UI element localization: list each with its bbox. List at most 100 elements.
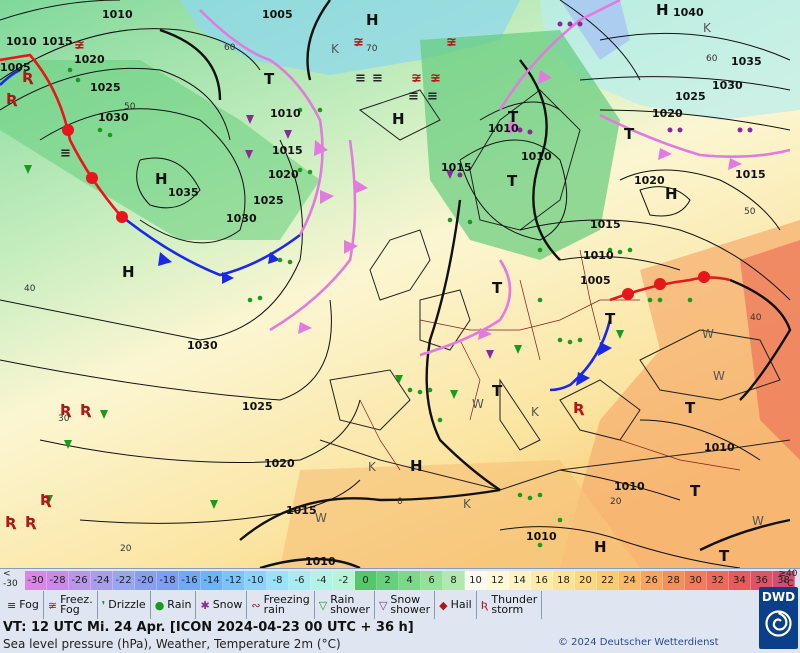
- isobars: [0, 0, 791, 568]
- legend-item-label-line: Fog: [60, 603, 80, 616]
- rain-icon: ●: [154, 598, 165, 612]
- pressure-center-label: H: [410, 457, 423, 475]
- pink-region-northeast: [560, 0, 630, 60]
- isobar-label: 1005: [0, 61, 31, 74]
- temperature-color-scale: -30 -28 -26 -24 -22 -20 -18 -16 -14 -12 -10 -8 -6 -4-…: [3, 571, 795, 590]
- temperature-swatch: 30: [685, 571, 707, 590]
- snow-symbols: [457, 21, 753, 178]
- warm-region-africa: [280, 460, 640, 568]
- svg-text:≡: ≡: [60, 146, 71, 161]
- legend-item-label: Freezing rain: [263, 594, 310, 616]
- temperature-swatch: -2: [333, 571, 355, 590]
- legend-panel: -30 -28 -26 -24 -22 -20 -18 -16 -14 -12 -10 -8 -6 -4-…: [0, 568, 800, 653]
- coastlines: [319, 89, 791, 491]
- legend-item-label-line: rain: [263, 603, 285, 616]
- svg-text:Ʀ: Ʀ: [80, 401, 92, 419]
- temperature-swatch: 26: [641, 571, 663, 590]
- temperature-swatch: 16: [531, 571, 553, 590]
- fog-symbols: ≡ ≡ ≡ ≡ ≡: [60, 71, 438, 161]
- legend-item-drizzle: ❜ Drizzle: [98, 591, 151, 619]
- pressure-center-label: T: [690, 482, 701, 500]
- air-mass-label: K: [531, 405, 539, 419]
- dwd-logo[interactable]: DWD: [759, 587, 798, 649]
- map-description: Sea level pressure (hPa), Weather, Tempe…: [3, 637, 341, 651]
- isobar-label: 1005: [262, 8, 293, 21]
- svg-text:≆: ≆: [446, 35, 457, 50]
- legend-item-label: Freez. Fog: [60, 594, 93, 616]
- temperature-swatch: -26: [69, 571, 91, 590]
- isobar-label: 1020: [264, 457, 295, 470]
- weather-symbol-legend: ≡ Fog ≆ Freez. Fog ❜ Drizzle ● Rain ✱ Snow ∾ Freezin…: [3, 591, 543, 619]
- legend-item-label: Snow shower: [390, 594, 430, 615]
- occlusion-baltic: [498, 0, 621, 111]
- svg-text:Ʀ: Ʀ: [60, 401, 72, 419]
- air-mass-label: W: [702, 327, 714, 341]
- legend-item-label-line: Fog: [19, 598, 39, 611]
- legend-item-rain: ● Rain: [151, 591, 197, 619]
- legend-item-label: Snow: [212, 598, 243, 611]
- thunderstorm-symbols: ƦƦƦ Ʀ Ʀ ƦƦƦ: [5, 68, 585, 531]
- legend-item-freezing-rain: ∾ Freezing rain: [247, 591, 315, 619]
- svg-text:Ʀ: Ʀ: [25, 513, 37, 531]
- svg-text:Ʀ: Ʀ: [5, 513, 17, 531]
- latitude-label: 20: [610, 497, 622, 507]
- svg-text:≡: ≡: [408, 89, 419, 104]
- shower-symbols: [24, 165, 624, 509]
- hail-icon: ◆: [439, 598, 448, 612]
- snow-icon: ✱: [200, 598, 210, 612]
- isobars-bold: [159, 0, 792, 568]
- isobar-label: 1015: [272, 144, 303, 157]
- warm-region-east: [560, 220, 800, 568]
- temperature-swatch: -20: [135, 571, 157, 590]
- temperature-swatch: -12: [223, 571, 245, 590]
- legend-item-label-line: Hail: [450, 598, 472, 611]
- isobar-label: 1005: [580, 274, 611, 287]
- dwd-logo-text: DWD: [761, 590, 796, 604]
- isobar-label: 1020: [634, 174, 665, 187]
- legend-item-label-line: Snow: [212, 598, 243, 611]
- legend-item-label-line: Rain: [330, 593, 355, 606]
- isobar-label: 1025: [253, 194, 284, 207]
- isobar-label: 1010: [526, 530, 557, 543]
- temperature-swatch: 8: [443, 571, 465, 590]
- pressure-center-label: T: [492, 382, 503, 400]
- latitude-label: 40: [750, 313, 762, 323]
- occlusion-alps: [419, 259, 512, 357]
- snow-shower-symbols: [245, 115, 494, 359]
- legend-item-label-line: Rain: [167, 598, 192, 611]
- temperature-swatch: 12: [487, 571, 509, 590]
- isobar-label: 1015: [735, 168, 766, 181]
- temperature-swatch: 10: [465, 571, 487, 590]
- temperature-swatch: -16: [179, 571, 201, 590]
- isobar-label: 1010: [270, 107, 301, 120]
- isobar-label: 1015: [286, 504, 317, 517]
- air-mass-label: K: [463, 497, 471, 511]
- occlusion-russia: [599, 113, 791, 158]
- temperature-swatch: -24: [91, 571, 113, 590]
- legend-item-label: Hail: [450, 598, 472, 611]
- isobar-label: 1025: [675, 90, 706, 103]
- pressure-center-label: H: [665, 185, 678, 203]
- pressure-center-label: H: [594, 538, 607, 556]
- svg-text:≆: ≆: [74, 38, 85, 53]
- scale-low-label: < -30: [3, 569, 18, 589]
- air-mass-label: K: [368, 460, 376, 474]
- air-mass-label: W: [713, 369, 725, 383]
- legend-item-label-line: shower: [330, 603, 370, 616]
- pressure-center-label: T: [605, 310, 616, 328]
- legend-item-fog: ≡ Fog: [3, 591, 44, 619]
- isobar-label: 1010: [102, 8, 133, 21]
- map-canvas: ƦƦƦ Ʀ Ʀ ƦƦƦ ≆ ≆≆ ≆≆ ≡ ≡≡ ≡≡: [0, 0, 800, 568]
- legend-item-hail: ◆ Hail: [435, 591, 477, 619]
- isobar-label: 1015: [441, 161, 472, 174]
- temperature-swatch: 18: [553, 571, 575, 590]
- isobar-label: 1030: [226, 212, 257, 225]
- isobar-label: 1010: [6, 35, 37, 48]
- valid-time-line: VT: 12 UTC Mi. 24 Apr. [ICON 2024-04-23 …: [3, 620, 414, 635]
- legend-item-label: Rain shower: [330, 593, 370, 616]
- legend-item-snow: ✱ Snow: [196, 591, 248, 619]
- latitude-label: 50: [124, 102, 136, 112]
- legend-item-label: Rain: [167, 598, 192, 611]
- isobar-label: 1030: [712, 79, 743, 92]
